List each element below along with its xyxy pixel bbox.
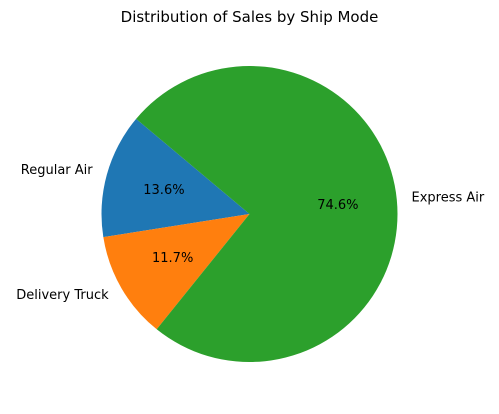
slice-percent-regular-air: 13.6% <box>143 183 184 198</box>
pie-slices <box>101 66 397 362</box>
slice-label-express-air: Express Air <box>412 191 485 206</box>
slice-percent-express-air: 74.6% <box>317 198 358 213</box>
slice-label-regular-air: Regular Air <box>21 163 93 178</box>
chart-title: Distribution of Sales by Ship Mode <box>121 8 379 26</box>
slice-label-delivery-truck: Delivery Truck <box>16 288 109 303</box>
slice-percent-delivery-truck: 11.7% <box>152 251 193 266</box>
